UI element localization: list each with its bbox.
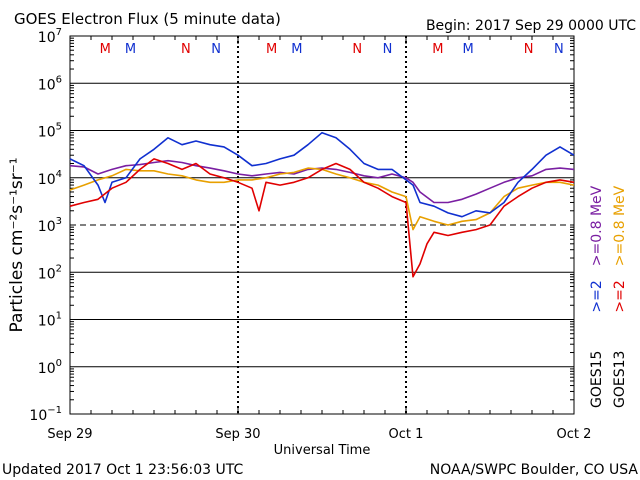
eclipse-marker: M: [463, 42, 474, 57]
eclipse-marker: M: [266, 42, 277, 57]
tick-layer: 107 106 105 104 103 102 101 100 10−1 Sep 29 Sep 30…: [29, 27, 591, 442]
flux-series-1: [69, 167, 575, 231]
eclipse-marker: N: [352, 42, 362, 57]
eclipse-marker: N: [383, 42, 393, 57]
x-tick-label: Sep 30: [215, 427, 260, 442]
legend-entry: >=0.8 MeV: [612, 185, 628, 266]
chart-title: GOES Electron Flux (5 minute data): [14, 10, 281, 28]
y-tick-label: 101: [38, 311, 62, 330]
legend-layer: GOES15 >=2 >=0.8 MeV GOES13 >=2 >=0.8 MeV: [589, 185, 628, 408]
y-tick-label: 10−1: [29, 405, 62, 424]
y-tick-label: 105: [38, 122, 62, 141]
y-tick-label: 102: [38, 263, 62, 282]
x-tick-label: Sep 29: [47, 427, 92, 442]
flux-series-3: [69, 158, 575, 278]
flux-series-0: [69, 159, 575, 204]
source-label: NOAA/SWPC Boulder, CO USA: [430, 462, 639, 478]
y-tick-label: 100: [38, 358, 62, 377]
eclipse-marker: N: [524, 42, 534, 57]
series-layer: [69, 131, 575, 278]
eclipse-marker: N: [554, 42, 564, 57]
grid-layer: [70, 35, 574, 415]
legend-entry: >=0.8 MeV: [589, 185, 605, 266]
y-tick-label: 104: [38, 169, 62, 188]
legend-entry: >=2: [589, 280, 605, 312]
begin-label: Begin: 2017 Sep 29 0000 UTC: [426, 18, 636, 34]
legend-row: GOES13 >=2 >=0.8 MeV: [612, 185, 628, 408]
y-tick-label: 107: [38, 27, 62, 46]
eclipse-marker: N: [181, 42, 191, 57]
x-axis-label: Universal Time: [274, 443, 371, 458]
y-axis-label: Particles cm⁻²s⁻¹sr⁻¹: [7, 157, 27, 332]
x-tick-label: Oct 1: [389, 427, 424, 442]
eclipse-marker: M: [432, 42, 443, 57]
legend-row: GOES15 >=2 >=0.8 MeV: [589, 185, 605, 408]
eclipse-marker: M: [125, 42, 136, 57]
eclipse-marker: M: [291, 42, 302, 57]
updated-label: Updated 2017 Oct 1 23:56:03 UTC: [2, 462, 243, 478]
eclipse-marker: N: [211, 42, 221, 57]
y-tick-label: 103: [38, 216, 62, 235]
y-tick-label: 106: [38, 74, 62, 93]
flux-series-2: [69, 131, 575, 218]
x-tick-label: Oct 2: [557, 427, 592, 442]
legend-entry: >=2: [612, 280, 628, 312]
legend-satellite: GOES13: [612, 351, 628, 408]
legend-satellite: GOES15: [589, 351, 605, 408]
eclipse-marker: M: [100, 42, 111, 57]
